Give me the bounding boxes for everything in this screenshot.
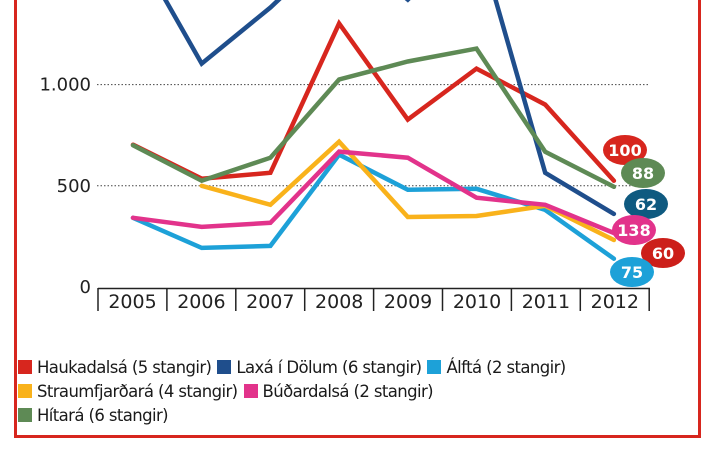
end-label-bubble-100 [603,135,647,165]
legend-label: Búðardalsá (2 stangir) [262,382,434,401]
end-label-text: 60 [652,244,674,263]
end-label-bubble-60 [641,238,685,268]
legend-item: Álftá (2 stangir) [427,356,566,380]
x-tick-label: 2011 [522,291,570,313]
legend-row: Straumfjarðará (4 stangir) Búðardalsá (2 … [18,380,698,404]
legend-item: Haukadalsá (5 stangir) [18,356,212,380]
x-tick-label: 2006 [177,291,225,313]
legend-item: Búðardalsá (2 stangir) [243,380,434,404]
gridlines [97,84,650,187]
x-axis: 2005 2006 2007 2008 2009 2010 2011 2012 [97,287,650,313]
legend-item: Hítará (6 stangir) [18,404,169,428]
legend-label: Straumfjarðará (4 stangir) [37,382,238,401]
y-tick-label: 0 [80,277,91,298]
legend-swatch [217,360,232,374]
x-tick-label: 2007 [246,291,294,313]
x-tick-label: 2008 [315,291,363,313]
legend-swatch [18,360,32,374]
legend-swatch [18,384,32,398]
legend-swatch [18,408,32,422]
legend-label: Haukadalsá (5 stangir) [37,358,212,377]
end-label-bubble-62 [624,189,668,219]
x-tick-label: 2009 [384,291,432,313]
legend-item: Straumfjarðará (4 stangir) [18,380,238,404]
y-axis: 0 500 1.000 [39,75,91,298]
legend-row: Hítará (6 stangir) [18,404,698,428]
end-label-text: 62 [635,195,657,214]
end-label-bubble-75 [610,257,654,287]
end-label-text: 75 [621,263,643,282]
legend-swatch [427,360,442,374]
y-tick-label: 500 [57,176,91,197]
legend-label: Álftá (2 stangir) [446,358,566,377]
end-label-text: 88 [632,164,654,183]
end-label-text: 138 [617,221,650,240]
legend-label: Hítará (6 stangir) [37,406,169,425]
legend-item: Laxá í Dölum (6 stangir) [217,356,422,380]
x-tick-label: 2005 [108,291,156,313]
legend: Haukadalsá (5 stangir) Laxá í Dölum (6 st… [18,356,698,428]
series-line-5 [130,46,617,190]
legend-row: Haukadalsá (5 stangir) Laxá í Dölum (6 st… [18,356,698,380]
series-line-4 [130,149,617,236]
legend-label: Laxá í Dölum (6 stangir) [236,358,422,377]
y-tick-label: 1.000 [39,75,91,96]
end-label-text: 100 [608,141,641,160]
x-tick-label: 2012 [591,291,639,313]
series-lines [130,0,617,261]
end-label-bubble-88 [621,158,665,188]
x-tick-label: 2010 [453,291,501,313]
legend-swatch [243,384,258,398]
end-label-bubble-138 [612,215,656,245]
